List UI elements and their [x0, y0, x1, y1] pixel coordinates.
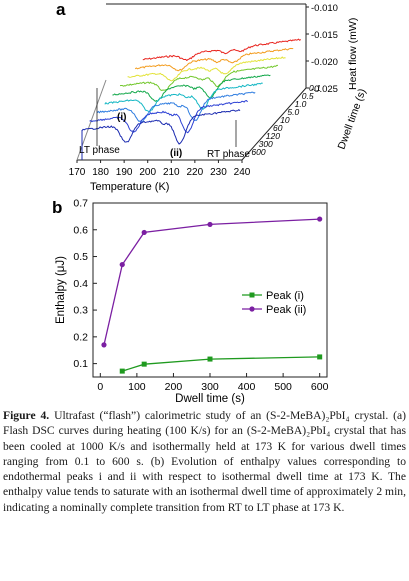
- panel-b-x-tick-label: 600: [311, 381, 329, 393]
- rt-phase-label: RT phase: [207, 149, 250, 160]
- panel-b-line-chart: b 0 100 200 300 400 500 600 0.1 0.2 0.3 0.4 0.5 0.6…: [52, 198, 329, 406]
- data-point: [317, 354, 323, 360]
- data-point: [207, 356, 213, 362]
- panel-b-y-tick-label: 0.4: [73, 278, 88, 290]
- legend-marker: [249, 292, 255, 298]
- panel-b-y-tick-label: 0.7: [73, 198, 88, 210]
- panel-a-x-label: Temperature (K): [90, 181, 169, 193]
- peak-ii-label: (ii): [170, 148, 182, 159]
- figure-caption-text: Ultrafast (“flash”) calorimetric study o…: [3, 409, 406, 514]
- dsc-curve: [96, 91, 256, 123]
- figure-caption: Figure 4. Ultrafast (“flash”) calorimetr…: [3, 408, 406, 515]
- panel-a-depth-tick-label: 60: [273, 123, 283, 133]
- dsc-curve: [104, 82, 263, 113]
- panel-a-x-tick-label: 240: [234, 167, 251, 178]
- data-point: [207, 221, 213, 228]
- legend-marker: [249, 306, 255, 312]
- panel-b-x-label: Dwell time (s): [175, 393, 245, 405]
- panel-a-x-tick-label: 210: [163, 167, 180, 178]
- panel-a-x-tick-label: 220: [187, 167, 204, 178]
- panel-b-x-tick-label: 100: [128, 381, 146, 393]
- panel-b-x-tick-label: 200: [165, 381, 183, 393]
- data-point: [119, 261, 125, 268]
- panel-b-y-label: Enthalpy (μJ): [55, 256, 67, 324]
- panel-a-depth-axis: [241, 87, 307, 161]
- dsc-curve: [112, 74, 271, 102]
- dsc-curve: [81, 109, 241, 145]
- panel-a-y-tick-label: -0.025: [311, 84, 338, 95]
- dsc-curve: [89, 100, 248, 134]
- data-point: [141, 361, 147, 367]
- panel-a-depth-tick-label: 5.0: [287, 107, 299, 117]
- panel-b-y-tick-label: 0.6: [73, 224, 88, 236]
- panel-a-y-tick-label: -0.015: [311, 30, 338, 41]
- panel-b-y-tick-label: 0.3: [73, 305, 88, 317]
- lt-phase-label: LT phase: [79, 145, 120, 156]
- series-line: [122, 356, 320, 372]
- panel-b-x-tick-label: 300: [201, 381, 219, 393]
- panel-a-label: a: [56, 0, 66, 19]
- panel-a-x-tick-label: 230: [210, 167, 227, 178]
- data-point: [119, 368, 125, 374]
- panel-a-depth-tick-label: 1.0: [295, 99, 307, 109]
- legend-label: Peak (i): [266, 290, 304, 302]
- panel-b-x-tick-label: 0: [97, 381, 103, 393]
- panel-a-depth-tick-label: 0.1: [309, 83, 321, 93]
- panel-a-depth-tick-label: 600: [251, 147, 265, 157]
- panel-a-x-tick-label: 170: [69, 167, 86, 178]
- dsc-curve: [134, 47, 294, 72]
- dsc-curve: [142, 38, 302, 62]
- panel-a-depth-tick-label: 300: [259, 139, 273, 149]
- panel-b-y-tick-label: 0.2: [73, 331, 88, 343]
- panel-a-y-tick-label: -0.010: [311, 3, 338, 14]
- legend-label: Peak (ii): [266, 304, 306, 316]
- panel-a-depth-label: Dwell time (s): [336, 87, 369, 151]
- panel-a-x-tick-label: 180: [92, 167, 109, 178]
- panel-a-depth-tick-label: 0.5: [302, 91, 314, 101]
- data-point: [141, 229, 147, 236]
- data-point: [101, 342, 107, 348]
- panel-a-x-tick-label: 190: [116, 167, 133, 178]
- panel-b-x-tick-label: 400: [238, 381, 256, 393]
- panel-b-y-tick-label: 0.5: [73, 251, 88, 263]
- data-point: [317, 216, 323, 222]
- panel-b-label: b: [52, 198, 62, 217]
- series-line: [103, 218, 320, 346]
- figure-caption-label: Figure 4.: [3, 409, 50, 422]
- dsc-curve: [119, 64, 278, 92]
- panel-b-x-tick-label: 500: [274, 381, 292, 393]
- peak-i-label: (i): [117, 112, 126, 123]
- panel-a-depth-tick-label: 10: [280, 115, 290, 125]
- panel-a-depth-tick-label: 120: [266, 131, 280, 141]
- panel-a-y-label: Heat flow (mW): [347, 18, 359, 90]
- dsc-curve: [127, 56, 286, 82]
- panel-a-waterfall-chart: a 170 180 190 200 210 220 230 240 -0.010 -0.015 -…: [56, 0, 369, 193]
- panel-a-y-tick-label: -0.020: [311, 57, 338, 68]
- panel-a-x-tick-label: 200: [139, 167, 156, 178]
- panel-b-y-tick-label: 0.1: [73, 358, 88, 370]
